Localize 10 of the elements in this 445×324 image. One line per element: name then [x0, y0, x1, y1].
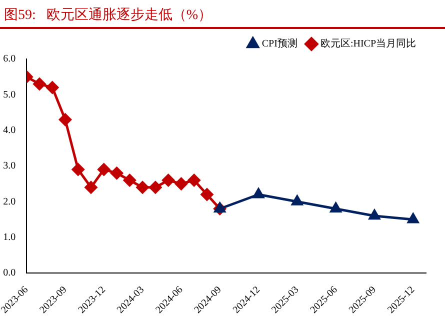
chart-title: 图59: 欧元区通胀逐步走低（%）	[0, 0, 445, 29]
legend-label: CPI预测	[262, 38, 298, 50]
legend-label: 欧元区:HICP当月同比	[320, 38, 416, 50]
y-tick-label: 1.0	[3, 232, 16, 243]
y-tick-label: 5.0	[3, 89, 16, 100]
y-tick-label: 2.0	[3, 196, 16, 208]
y-tick-label: 3.0	[3, 160, 16, 172]
y-tick-label: 4.0	[3, 124, 16, 136]
y-tick-label: 0.0	[3, 268, 16, 279]
y-tick-label: 6.0	[3, 54, 16, 65]
